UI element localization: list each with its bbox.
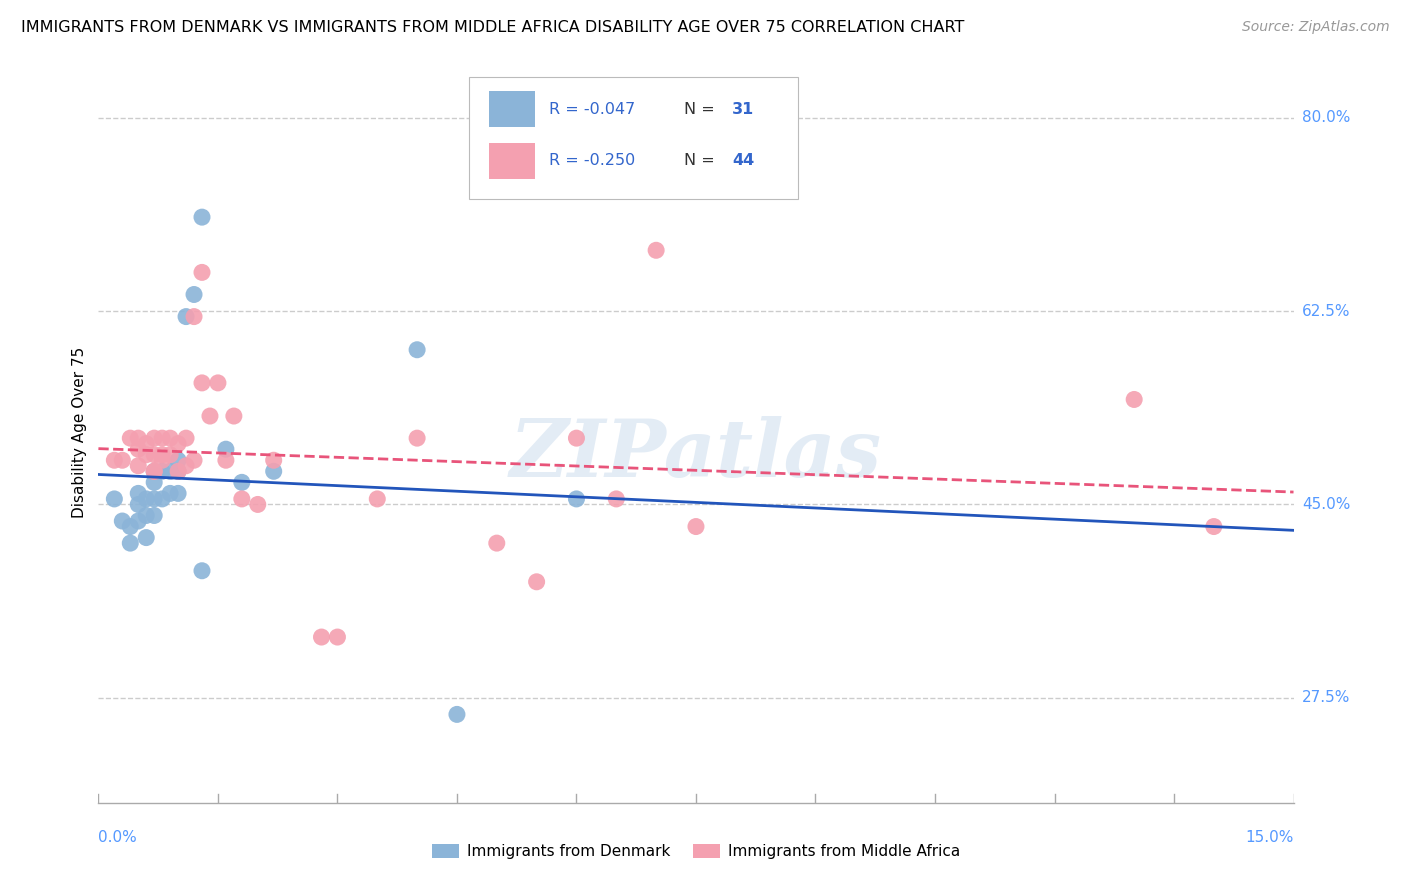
Point <box>120 536 142 550</box>
Point <box>135 491 157 506</box>
Point <box>111 453 134 467</box>
Point <box>231 491 253 506</box>
Point <box>143 464 166 478</box>
Point <box>198 409 221 423</box>
Point <box>207 376 229 390</box>
Point <box>526 574 548 589</box>
Point <box>183 310 205 324</box>
Point <box>174 458 197 473</box>
Point <box>127 458 149 473</box>
Point <box>406 343 429 357</box>
Point <box>143 448 166 462</box>
FancyBboxPatch shape <box>489 143 534 178</box>
Point <box>150 464 173 478</box>
Point <box>167 486 190 500</box>
Point <box>143 508 166 523</box>
Point <box>263 464 285 478</box>
Point <box>326 630 349 644</box>
Text: R = -0.250: R = -0.250 <box>548 153 636 169</box>
Text: 0.0%: 0.0% <box>98 830 138 846</box>
Text: 80.0%: 80.0% <box>1302 111 1350 125</box>
Point <box>111 514 134 528</box>
Point <box>150 448 173 462</box>
Text: 15.0%: 15.0% <box>1246 830 1294 846</box>
Point <box>167 453 190 467</box>
Point <box>127 514 149 528</box>
Text: ZIPatlas: ZIPatlas <box>510 416 882 493</box>
Point <box>174 310 197 324</box>
Point <box>159 431 181 445</box>
Text: 45.0%: 45.0% <box>1302 497 1350 512</box>
Point <box>159 464 181 478</box>
Point <box>143 464 166 478</box>
Point <box>159 486 181 500</box>
Text: Source: ZipAtlas.com: Source: ZipAtlas.com <box>1241 20 1389 34</box>
Point <box>143 491 166 506</box>
Point <box>191 564 214 578</box>
Point <box>605 491 627 506</box>
Point <box>565 491 588 506</box>
Point <box>174 431 197 445</box>
Point <box>406 431 429 445</box>
Point <box>127 431 149 445</box>
Text: N =: N = <box>685 102 720 117</box>
Point <box>485 536 508 550</box>
Point <box>135 448 157 462</box>
Point <box>103 453 125 467</box>
Point <box>127 442 149 457</box>
Text: N =: N = <box>685 153 720 169</box>
Point <box>215 442 238 457</box>
Point <box>150 431 173 445</box>
Point <box>1202 519 1225 533</box>
Point <box>143 464 166 478</box>
Point <box>565 431 588 445</box>
Text: R = -0.047: R = -0.047 <box>548 102 636 117</box>
Point <box>167 464 190 478</box>
Point <box>231 475 253 490</box>
Point <box>120 519 142 533</box>
Point <box>103 491 125 506</box>
Point <box>135 436 157 450</box>
Point <box>135 531 157 545</box>
Text: 44: 44 <box>733 153 754 169</box>
Point <box>143 475 166 490</box>
Point <box>127 498 149 512</box>
Point <box>1123 392 1146 407</box>
Point <box>685 519 707 533</box>
Point <box>135 508 157 523</box>
Point <box>167 464 190 478</box>
Point <box>311 630 333 644</box>
Point <box>150 491 173 506</box>
Point <box>191 376 214 390</box>
Point <box>222 409 245 423</box>
Text: IMMIGRANTS FROM DENMARK VS IMMIGRANTS FROM MIDDLE AFRICA DISABILITY AGE OVER 75 : IMMIGRANTS FROM DENMARK VS IMMIGRANTS FR… <box>21 20 965 35</box>
Point <box>183 453 205 467</box>
Point <box>183 287 205 301</box>
Point <box>120 431 142 445</box>
Legend: Immigrants from Denmark, Immigrants from Middle Africa: Immigrants from Denmark, Immigrants from… <box>426 838 966 865</box>
Point <box>263 453 285 467</box>
Text: 27.5%: 27.5% <box>1302 690 1350 706</box>
Point <box>191 210 214 224</box>
Point <box>167 436 190 450</box>
Point <box>366 491 388 506</box>
Point <box>143 431 166 445</box>
Point <box>191 265 214 279</box>
Y-axis label: Disability Age Over 75: Disability Age Over 75 <box>72 347 87 518</box>
Point <box>446 707 468 722</box>
Text: 62.5%: 62.5% <box>1302 303 1350 318</box>
Point <box>645 244 668 258</box>
Point <box>159 448 181 462</box>
Point <box>127 486 149 500</box>
Text: 31: 31 <box>733 102 754 117</box>
Point <box>150 453 173 467</box>
FancyBboxPatch shape <box>470 78 797 200</box>
FancyBboxPatch shape <box>489 91 534 127</box>
Point <box>246 498 269 512</box>
Point <box>215 453 238 467</box>
